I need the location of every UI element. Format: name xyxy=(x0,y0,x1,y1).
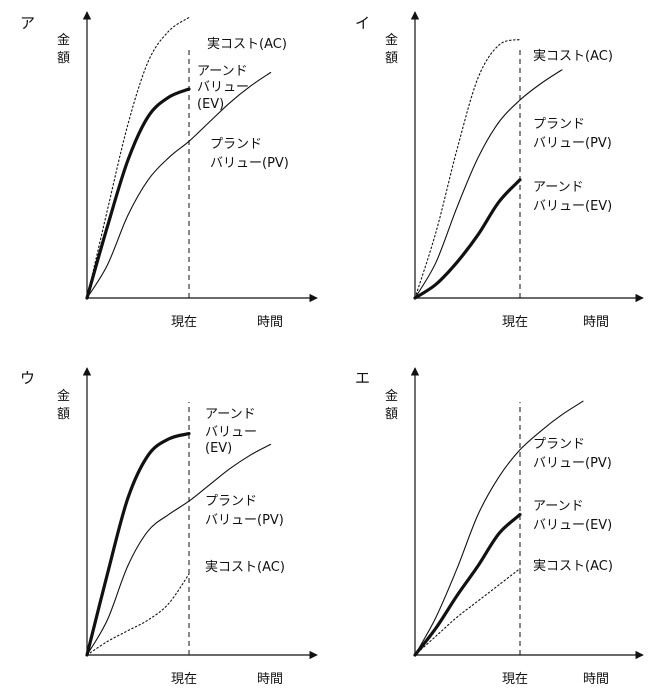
series-line xyxy=(85,87,191,300)
series-line xyxy=(85,432,191,657)
now-label: 現在 xyxy=(171,672,197,687)
x-axis-label: 時間 xyxy=(257,315,283,330)
series-line xyxy=(86,573,190,656)
curve-label: 実コスト(AC) xyxy=(533,48,613,64)
curve-label: プランド xyxy=(205,494,257,509)
curve-label: バリュー(EV) xyxy=(533,199,612,214)
curve-label: (EV) xyxy=(197,97,224,112)
y-axis-label: 金額 xyxy=(57,388,70,422)
now-label: 現在 xyxy=(502,672,528,687)
y-axis-label: 金額 xyxy=(385,388,398,422)
curve-label: バリュー(PV) xyxy=(205,513,284,528)
curve-label: アーンド xyxy=(197,64,248,79)
curve-label: アーンド xyxy=(533,499,584,514)
series-line xyxy=(86,443,272,656)
series-line xyxy=(414,568,521,656)
panel-label: イ xyxy=(355,14,370,32)
curve-label: バリュー(EV) xyxy=(533,518,612,533)
now-label: 現在 xyxy=(171,315,197,330)
x-axis-label: 時間 xyxy=(583,315,609,330)
now-label: 現在 xyxy=(502,315,528,330)
curve-label: 実コスト(AC) xyxy=(533,558,613,574)
curve-label: バリュー(PV) xyxy=(533,456,612,471)
curve-label: (EV) xyxy=(205,441,232,456)
curve-label: 実コスト(AC) xyxy=(207,36,287,52)
panel-label: ウ xyxy=(20,369,35,387)
series-line xyxy=(414,69,563,299)
curve-label: バリュー(PV) xyxy=(533,136,612,151)
series-line xyxy=(414,400,584,656)
series-line xyxy=(414,38,521,299)
curve-label: アーンド xyxy=(533,180,584,195)
series-line xyxy=(413,178,522,300)
series-line xyxy=(86,71,272,299)
curve-label: プランド xyxy=(210,137,262,152)
y-axis-label: 金額 xyxy=(385,32,398,66)
series-line xyxy=(86,16,190,299)
x-axis-label: 時間 xyxy=(257,672,283,687)
curve-label: バリュー xyxy=(197,80,249,95)
curve-label: 実コスト(AC) xyxy=(205,559,285,575)
curve-label: バリュー xyxy=(205,425,257,440)
y-axis-label: 金額 xyxy=(57,32,70,66)
panel-label: エ xyxy=(355,369,370,387)
panel-label: ア xyxy=(20,14,35,32)
curve-label: アーンド xyxy=(205,407,256,422)
curve-label: プランド xyxy=(533,117,585,132)
series-line xyxy=(413,513,522,657)
x-axis-label: 時間 xyxy=(583,672,609,687)
curve-label: バリュー(PV) xyxy=(210,156,289,171)
curve-label: プランド xyxy=(533,437,585,452)
